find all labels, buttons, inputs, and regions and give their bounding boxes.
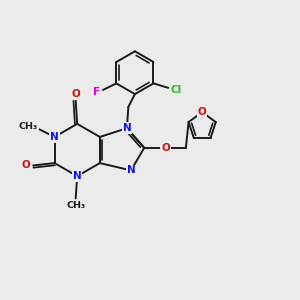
- Text: O: O: [161, 143, 170, 153]
- Text: F: F: [93, 87, 100, 97]
- Text: N: N: [50, 132, 59, 142]
- Text: N: N: [127, 165, 135, 176]
- Text: O: O: [198, 107, 207, 117]
- Text: O: O: [22, 160, 30, 170]
- Text: Cl: Cl: [171, 85, 182, 95]
- Text: N: N: [73, 171, 82, 181]
- Text: CH₃: CH₃: [19, 122, 38, 131]
- Text: CH₃: CH₃: [66, 201, 85, 210]
- Text: O: O: [71, 89, 80, 99]
- Text: N: N: [122, 123, 131, 133]
